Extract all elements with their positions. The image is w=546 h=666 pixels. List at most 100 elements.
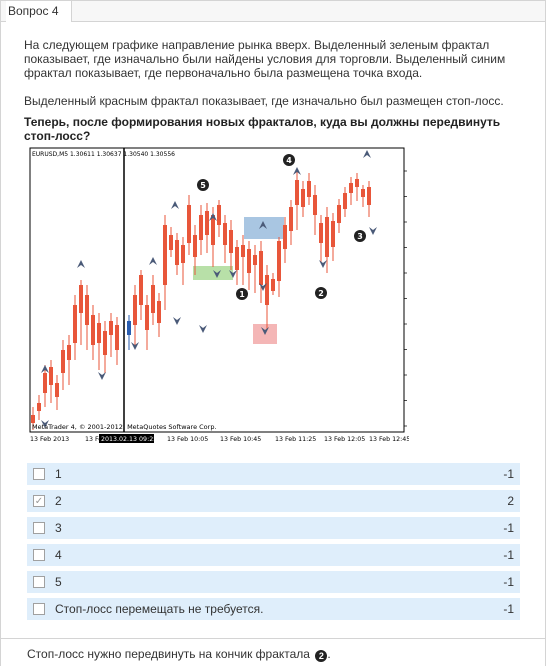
candle-body	[43, 373, 47, 393]
fractal-down-icon	[199, 325, 207, 333]
candle-body	[205, 211, 209, 235]
candle-body	[235, 247, 239, 270]
candle-body	[61, 350, 65, 373]
fractal-down-icon	[98, 372, 106, 380]
option-4-score: -1	[503, 548, 514, 562]
option-5-score: -1	[503, 575, 514, 589]
cursor-date-box	[99, 434, 154, 443]
candle-body	[169, 235, 173, 250]
x-tick-label: 13 Feb 10:45	[220, 436, 261, 443]
option-no-move-checkbox[interactable]	[33, 603, 45, 615]
fractal-down-icon	[213, 270, 221, 278]
option-2[interactable]: ✓ 2 2	[27, 490, 520, 512]
candle-body	[163, 225, 167, 285]
candle-body	[133, 295, 137, 325]
marker-badge-icon	[283, 154, 295, 166]
candle-body	[313, 195, 317, 215]
candle-body	[211, 215, 215, 245]
candle-body	[115, 325, 119, 350]
candle-body	[247, 249, 251, 273]
feedback-marker-icon: 2	[315, 650, 328, 662]
candle-body	[31, 415, 35, 423]
option-3-label: 3	[55, 521, 62, 535]
option-no-move-score: -1	[503, 602, 514, 616]
blue-fractal-box	[244, 217, 284, 239]
candle-body	[157, 301, 161, 323]
feedback-divider	[1, 638, 546, 639]
fractal-up-icon	[259, 221, 267, 229]
option-2-checkbox[interactable]: ✓	[33, 495, 45, 507]
fractal-up-icon	[77, 260, 85, 268]
candle-body	[139, 275, 143, 305]
marker-label: 2	[318, 289, 324, 298]
marker-badge-icon	[236, 288, 248, 300]
feedback-end: .	[327, 647, 331, 661]
option-5-label: 5	[55, 575, 62, 589]
checkmark-icon: ✓	[34, 495, 44, 507]
fractal-down-icon	[259, 283, 267, 291]
marker-label: 5	[200, 181, 206, 190]
candle-body	[91, 315, 95, 345]
option-1-checkbox[interactable]	[33, 468, 45, 480]
candle-body	[151, 285, 155, 313]
price-chart: 1 2 3 4 5 EURUSD,M5 1.30611 1.30637 1.30540 …	[27, 145, 438, 448]
option-no-move[interactable]: Стоп-лосс перемещать не требуется. -1	[27, 598, 520, 620]
option-4[interactable]: 4 -1	[27, 544, 520, 566]
x-tick-label: 13 Feb	[85, 436, 106, 443]
option-1-score: -1	[503, 467, 514, 481]
candle-body	[175, 240, 179, 265]
option-no-move-label: Стоп-лосс перемещать не требуется.	[55, 602, 264, 616]
question-text: На следующем графике направление рынка в…	[24, 38, 524, 122]
marker-badge-icon	[354, 230, 366, 242]
fractal-down-icon	[369, 227, 377, 235]
fractal-up-icon	[293, 167, 301, 175]
fractal-down-icon	[261, 327, 269, 335]
candle-body	[259, 251, 263, 285]
option-2-score: 2	[507, 494, 514, 508]
feedback: Стоп-лосс нужно передвинуть на кончик фр…	[27, 647, 331, 662]
marker-label: 4	[286, 156, 292, 165]
candle-body	[271, 279, 275, 291]
question-header: Вопрос 4	[1, 1, 545, 22]
candle-body	[277, 241, 281, 281]
x-tick-label: 13 Feb 12:45	[369, 436, 409, 443]
candle-body	[181, 245, 185, 263]
candle-body	[49, 367, 53, 385]
option-3-score: -1	[503, 521, 514, 535]
candle-body	[229, 230, 233, 253]
candle-body	[289, 207, 293, 231]
symbol-info: EURUSD,M5 1.30611 1.30637 1.30540 1.3055…	[32, 151, 175, 158]
candle-body	[127, 321, 131, 335]
candlestick-chart: 1 2 3 4 5 EURUSD,M5 1.30611 1.30637 1.30540 …	[27, 145, 438, 448]
marker-badge-icon	[197, 179, 209, 191]
candle-body	[355, 179, 359, 187]
option-4-label: 4	[55, 548, 62, 562]
answer-options: 1 -1 ✓ 2 2 3 -1 4 -1 5 -1 Стоп-лосс пере…	[27, 463, 520, 625]
option-3[interactable]: 3 -1	[27, 517, 520, 539]
fractal-up-icon	[363, 150, 371, 158]
candle-body	[343, 193, 347, 209]
option-5[interactable]: 5 -1	[27, 571, 520, 593]
candle-body	[319, 223, 323, 243]
option-4-checkbox[interactable]	[33, 549, 45, 561]
candle-body	[55, 383, 59, 397]
fractal-up-icon	[149, 257, 157, 265]
question-number: Вопрос 4	[6, 1, 72, 22]
chart-copyright: MetaTrader 4, © 2001-2012, MetaQuotes So…	[32, 423, 217, 431]
candle-body	[103, 331, 107, 355]
candle-body	[85, 295, 89, 325]
fractal-down-icon	[131, 342, 139, 350]
option-5-checkbox[interactable]	[33, 576, 45, 588]
candle-body	[199, 215, 203, 240]
candle-body	[109, 321, 113, 335]
candle-body	[367, 187, 371, 205]
fractal-down-icon	[319, 260, 327, 268]
x-tick-label: 13 Feb 10:05	[167, 436, 208, 443]
option-3-checkbox[interactable]	[33, 522, 45, 534]
candle-body	[241, 245, 245, 257]
candle-body	[349, 183, 353, 193]
candle-body	[361, 189, 365, 197]
x-tick-label: 13 Feb 11:25	[275, 436, 316, 443]
candle-body	[97, 323, 101, 343]
option-1[interactable]: 1 -1	[27, 463, 520, 485]
